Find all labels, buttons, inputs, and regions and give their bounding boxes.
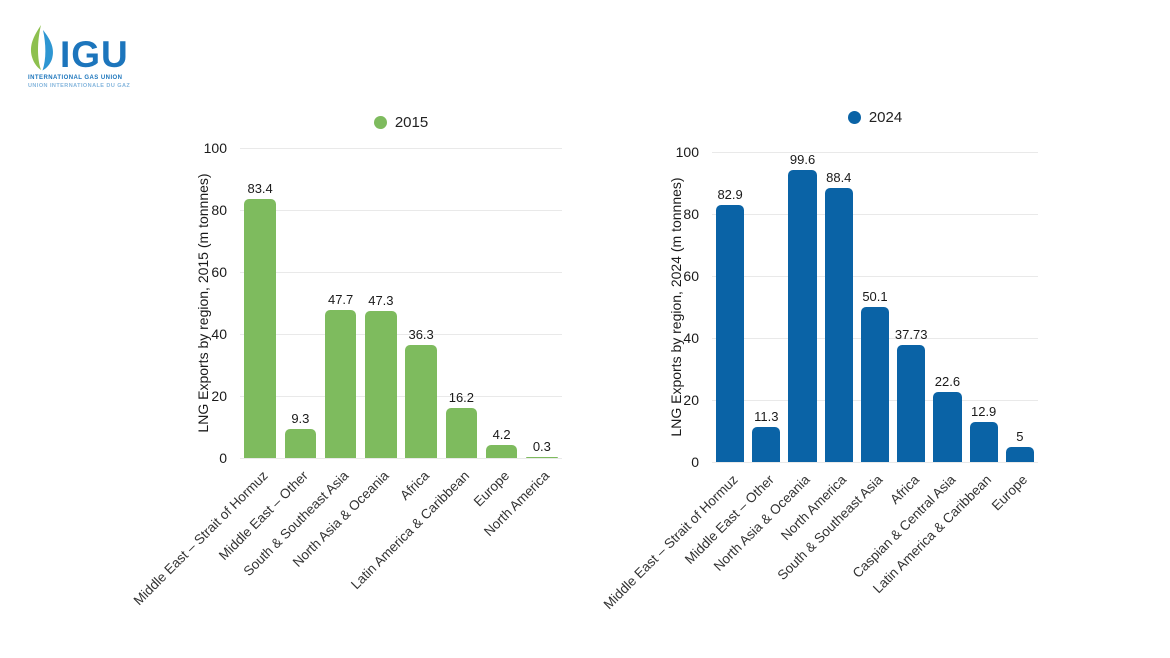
bar: [244, 199, 276, 458]
bar-slot: 12.9 Latin America & Caribbean: [870, 152, 1002, 596]
y-tick-label: 0: [691, 454, 699, 470]
bar-slot: 16.2 Latin America & Caribbean: [348, 148, 481, 592]
bar: [365, 311, 397, 458]
x-category-label: Africa: [396, 468, 432, 504]
y-tick-label: 60: [211, 264, 227, 280]
legend-dot-2024: [847, 111, 861, 124]
bar-slot: 88.4 North America: [778, 152, 857, 543]
bar: [445, 407, 478, 458]
legend-dot-2015: [373, 116, 387, 129]
bar-value-label: 47.7: [327, 292, 354, 308]
bar-value-label: 83.4: [247, 181, 273, 197]
bar: [752, 426, 781, 462]
gridline: [240, 272, 562, 273]
bar-slot: 47.3 North Asia & Oceania: [290, 148, 401, 570]
bar-slot: 99.6 North Asia & Oceania: [711, 152, 820, 574]
igu-acronym: IGU: [60, 33, 129, 75]
y-axis-title-2024: LNG Exports by region, 2024 (m tonnnes): [668, 177, 684, 437]
bar: [860, 306, 890, 462]
gridline: [712, 276, 1038, 277]
plot-area-2015: 0 20 40 60 80 100 83.4 Middle East – Strait of …: [131, 140, 562, 608]
bar-value-label: 5: [1016, 428, 1024, 444]
y-tick-label: 100: [675, 144, 699, 160]
bar-slot: 36.3 Africa: [397, 148, 441, 503]
bar-slot: 82.9 Middle East – Strait of Hormuz: [601, 152, 748, 612]
y-tick-label: 100: [203, 140, 227, 156]
gridline: [712, 214, 1038, 215]
bar: [715, 205, 745, 462]
bar-value-label: 4.2: [492, 426, 511, 442]
bar-slots: 83.4 Middle East – Strait of Hormuz 9.3 Mid…: [131, 148, 562, 608]
bar-slot: 9.3 Middle East – Other: [216, 148, 320, 563]
legend-2024: 2024: [712, 109, 1038, 126]
bar-value-label: 11.3: [754, 408, 779, 424]
bar-value-label: 50.1: [862, 288, 888, 304]
y-tick-label: 20: [211, 388, 227, 404]
y-tick-label: 0: [219, 450, 227, 466]
igu-logo-row: IGU: [28, 24, 138, 75]
bar-slot: 83.4 Middle East – Strait of Hormuz: [131, 148, 280, 608]
legend-label-2015: 2015: [394, 114, 429, 131]
y-tick-label: 80: [211, 202, 227, 218]
y-tick-label: 40: [683, 330, 699, 346]
gridline: [712, 152, 1038, 153]
gridline: [240, 148, 562, 149]
y-tick-label: 80: [683, 206, 699, 222]
bar-value-label: 47.3: [368, 293, 394, 309]
bar: [526, 457, 558, 458]
bar-slot: 47.7 South & Southeast Asia: [240, 148, 361, 579]
y-tick-label: 60: [683, 268, 699, 284]
bar-value-label: 37.73: [894, 327, 928, 343]
gridline: [240, 458, 562, 459]
x-category-label: Europe: [989, 472, 1031, 514]
gridline: [712, 462, 1038, 463]
bar-value-label: 16.2: [448, 389, 475, 405]
igu-name-fr: UNION INTERNATIONALE DU GAZ: [28, 82, 131, 89]
bar-value-label: 12.9: [970, 404, 997, 420]
bar-value-label: 0.3: [532, 439, 551, 455]
bar: [324, 310, 357, 458]
legend-label-2024: 2024: [868, 109, 903, 126]
bar: [824, 187, 853, 462]
bar: [284, 429, 317, 458]
igu-flame-icon: [31, 25, 53, 71]
bar: [897, 345, 926, 462]
y-tick-label: 20: [683, 392, 699, 408]
bar: [1005, 446, 1034, 462]
bar-slots: 82.9 Middle East – Strait of Hormuz 11.3 Mi…: [601, 152, 1038, 612]
gridline: [240, 334, 562, 335]
bar-value-label: 22.6: [934, 373, 961, 389]
bar: [933, 391, 962, 462]
legend-2015: 2015: [240, 114, 562, 131]
igu-name-en: INTERNATIONAL GAS UNION: [28, 75, 123, 81]
y-tick-label: 40: [211, 326, 227, 342]
bar-slot: 22.6 Caspian & Central Asia: [849, 152, 965, 581]
bar-slot: 0.3 North America: [481, 148, 562, 539]
igu-logo: IGU INTERNATIONAL GAS UNION UNION INTERN…: [28, 24, 138, 89]
plot-area-2024: 0 20 40 60 80 100 82.9 Middle East – Strait of …: [601, 144, 1038, 612]
bar-value-label: 9.3: [291, 411, 310, 427]
bar-slot: 50.1 South & Southeast Asia: [775, 152, 893, 583]
gridline: [240, 396, 562, 397]
bar: [485, 444, 518, 458]
bar-value-label: 82.9: [717, 187, 743, 203]
bar: [969, 422, 998, 462]
bar-slot: 11.3 Middle East – Other: [682, 152, 784, 567]
bar: [788, 170, 817, 462]
bar-value-label: 99.6: [789, 152, 816, 167]
x-category-label: Middle East – Strait of Hormuz: [600, 472, 741, 613]
bar: [405, 345, 437, 458]
y-axis-title-2015: LNG Exports by region, 2015 (m tonnnes): [195, 173, 211, 433]
bar-slot: 5 Europe: [989, 152, 1038, 513]
bar-value-label: 88.4: [826, 169, 852, 185]
bar-slot: 4.2 Europe: [471, 148, 522, 509]
bar-slot: 37.73 Africa: [887, 152, 929, 507]
bar-value-label: 36.3: [408, 327, 434, 343]
gridline: [240, 210, 562, 211]
